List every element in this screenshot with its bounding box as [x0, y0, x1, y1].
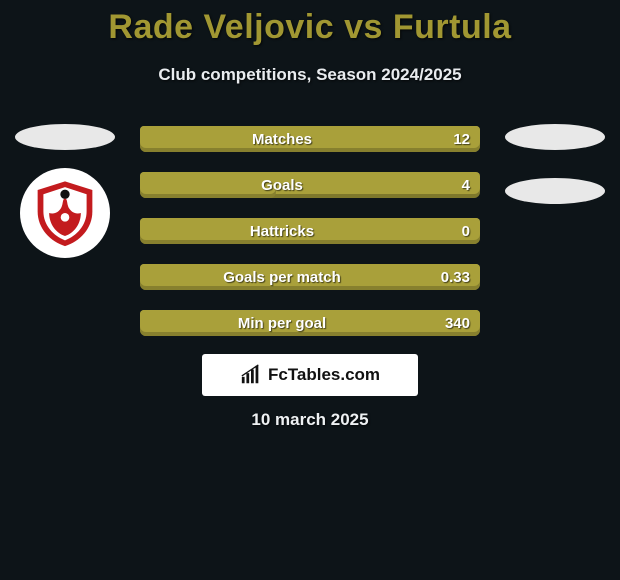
player-right-column: [500, 124, 610, 204]
stat-row-goals: Goals 4: [140, 172, 480, 198]
bar-chart-icon: [240, 364, 262, 386]
stat-label: Min per goal: [140, 315, 424, 332]
stat-label: Hattricks: [140, 223, 424, 240]
player-right-ellipse-2-icon: [505, 178, 605, 204]
attribution-badge: FcTables.com: [202, 354, 418, 396]
stat-value: 340: [424, 315, 480, 332]
stat-label: Matches: [140, 131, 424, 148]
stat-value: 4: [424, 177, 480, 194]
stat-row-hattricks: Hattricks 0: [140, 218, 480, 244]
stat-row-min-per-goal: Min per goal 340: [140, 310, 480, 336]
attribution-text: FcTables.com: [268, 365, 380, 385]
page-title: Rade Veljovic vs Furtula: [0, 0, 620, 47]
stat-value: 0.33: [424, 269, 480, 286]
player-left-ellipse-icon: [15, 124, 115, 150]
stat-value: 0: [424, 223, 480, 240]
season-subtitle: Club competitions, Season 2024/2025: [0, 65, 620, 85]
date-text: 10 march 2025: [0, 410, 620, 430]
stat-label: Goals: [140, 177, 424, 194]
club-crest-icon: [29, 177, 101, 249]
stats-container: Matches 12 Goals 4 Hattricks 0 Goals per…: [140, 126, 480, 356]
stat-value: 12: [424, 131, 480, 148]
player-right-ellipse-1-icon: [505, 124, 605, 150]
stat-label: Goals per match: [140, 269, 424, 286]
club-badge-left: [20, 168, 110, 258]
player-left-column: [10, 124, 120, 258]
stat-row-matches: Matches 12: [140, 126, 480, 152]
stat-row-goals-per-match: Goals per match 0.33: [140, 264, 480, 290]
